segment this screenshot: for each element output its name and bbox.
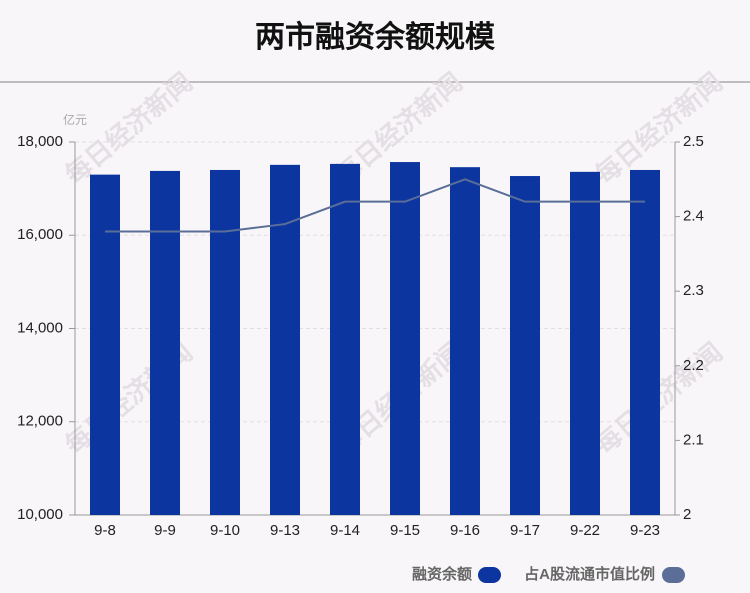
- y2-tick-label: 2: [683, 506, 691, 523]
- bar: [90, 174, 120, 515]
- bar: [570, 171, 600, 515]
- x-tick-label: 9-16: [450, 522, 480, 539]
- bar: [210, 169, 240, 515]
- y2-tick-label: 2.5: [683, 133, 704, 150]
- y2-tick-label: 2.1: [683, 431, 704, 448]
- y-unit: 亿元: [63, 112, 87, 127]
- bar: [150, 170, 180, 515]
- y2-tick-label: 2.3: [683, 282, 704, 299]
- y-tick-label: 18,000: [17, 133, 63, 150]
- bar: [450, 167, 480, 516]
- y-tick-label: 16,000: [17, 226, 63, 243]
- bar: [510, 176, 540, 515]
- y-tick-label: 12,000: [17, 413, 63, 430]
- bar: [630, 169, 660, 515]
- x-tick-label: 9-10: [210, 522, 240, 539]
- y2-tick-label: 2.4: [683, 208, 704, 225]
- x-tick-label: 9-13: [270, 522, 300, 539]
- chart-title: 两市融资余额规模: [255, 20, 495, 54]
- x-tick-label: 9-22: [570, 522, 600, 539]
- y-tick-label: 10,000: [17, 506, 63, 523]
- line: [105, 178, 645, 233]
- x-tick-label: 9-15: [390, 522, 420, 539]
- bar: [270, 164, 300, 515]
- bar: [390, 162, 420, 515]
- x-tick-label: 9-8: [94, 522, 116, 539]
- legend-swatch: [662, 567, 685, 583]
- x-tick-label: 9-9: [154, 522, 176, 539]
- x-tick-label: 9-17: [510, 522, 540, 539]
- y-tick-label: 14,000: [17, 319, 63, 336]
- legend-label: 融资余额: [412, 565, 472, 583]
- x-tick-label: 9-23: [630, 522, 660, 539]
- legend-label: 占A股流通市值比例: [524, 565, 655, 583]
- legend-swatch: [478, 567, 501, 583]
- bar: [330, 163, 360, 515]
- x-tick-label: 9-14: [330, 522, 360, 539]
- y2-tick-label: 2.2: [683, 357, 704, 374]
